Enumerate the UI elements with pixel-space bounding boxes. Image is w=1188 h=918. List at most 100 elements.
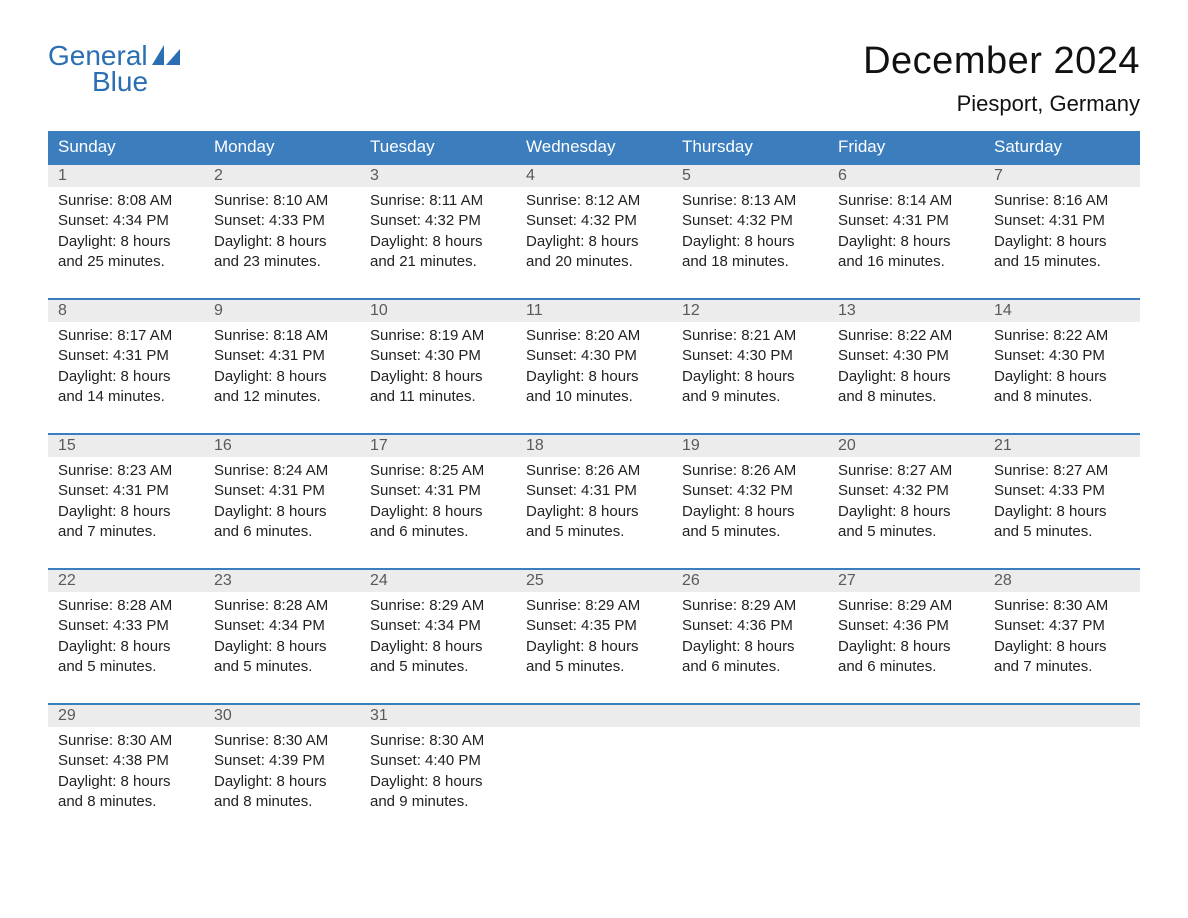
day-dl1-line: Daylight: 8 hours	[682, 637, 818, 657]
day-dl2-line: and 5 minutes.	[58, 657, 194, 677]
day-sunset-line: Sunset: 4:34 PM	[58, 211, 194, 231]
day-sunrise-line: Sunrise: 8:30 AM	[214, 731, 350, 751]
day-number: 7	[984, 165, 1140, 187]
day-number: 10	[360, 300, 516, 322]
day-number: 4	[516, 165, 672, 187]
day-dl2-line: and 6 minutes.	[682, 657, 818, 677]
day-cell: Sunrise: 8:17 AMSunset: 4:31 PMDaylight:…	[48, 322, 204, 433]
day-body-row: Sunrise: 8:17 AMSunset: 4:31 PMDaylight:…	[48, 322, 1140, 433]
day-number: 25	[516, 570, 672, 592]
day-sunset-line: Sunset: 4:31 PM	[58, 346, 194, 366]
weekday-header: Friday	[828, 131, 984, 163]
day-sunset-line: Sunset: 4:32 PM	[682, 481, 818, 501]
day-number-row: 293031	[48, 705, 1140, 727]
day-sunset-line: Sunset: 4:32 PM	[370, 211, 506, 231]
day-cell: Sunrise: 8:19 AMSunset: 4:30 PMDaylight:…	[360, 322, 516, 433]
day-dl2-line: and 10 minutes.	[526, 387, 662, 407]
page-header: General Blue December 2024 Piesport, Ger…	[48, 40, 1140, 117]
month-title: December 2024	[863, 40, 1140, 83]
day-dl1-line: Daylight: 8 hours	[370, 637, 506, 657]
day-number: 17	[360, 435, 516, 457]
day-dl1-line: Daylight: 8 hours	[994, 502, 1130, 522]
day-dl2-line: and 6 minutes.	[370, 522, 506, 542]
day-sunrise-line: Sunrise: 8:18 AM	[214, 326, 350, 346]
day-sunrise-line: Sunrise: 8:17 AM	[58, 326, 194, 346]
day-number: 13	[828, 300, 984, 322]
day-dl1-line: Daylight: 8 hours	[370, 502, 506, 522]
day-dl1-line: Daylight: 8 hours	[682, 232, 818, 252]
day-number: 31	[360, 705, 516, 727]
day-cell: Sunrise: 8:29 AMSunset: 4:35 PMDaylight:…	[516, 592, 672, 703]
day-number: 2	[204, 165, 360, 187]
day-dl2-line: and 5 minutes.	[994, 522, 1130, 542]
day-sunrise-line: Sunrise: 8:26 AM	[682, 461, 818, 481]
day-sunset-line: Sunset: 4:37 PM	[994, 616, 1130, 636]
day-number: 22	[48, 570, 204, 592]
day-cell: Sunrise: 8:27 AMSunset: 4:33 PMDaylight:…	[984, 457, 1140, 568]
day-cell: Sunrise: 8:11 AMSunset: 4:32 PMDaylight:…	[360, 187, 516, 298]
day-cell: Sunrise: 8:23 AMSunset: 4:31 PMDaylight:…	[48, 457, 204, 568]
day-cell: Sunrise: 8:29 AMSunset: 4:34 PMDaylight:…	[360, 592, 516, 703]
day-number: 15	[48, 435, 204, 457]
day-dl1-line: Daylight: 8 hours	[214, 637, 350, 657]
day-cell: Sunrise: 8:25 AMSunset: 4:31 PMDaylight:…	[360, 457, 516, 568]
day-sunset-line: Sunset: 4:32 PM	[526, 211, 662, 231]
day-sunrise-line: Sunrise: 8:30 AM	[370, 731, 506, 751]
day-number: 9	[204, 300, 360, 322]
day-cell: Sunrise: 8:29 AMSunset: 4:36 PMDaylight:…	[672, 592, 828, 703]
day-number: 20	[828, 435, 984, 457]
day-number	[828, 705, 984, 727]
day-body-row: Sunrise: 8:28 AM Sunset: 4:33 PM Daylight:…	[48, 592, 1140, 703]
day-dl2-line: and 21 minutes.	[370, 252, 506, 272]
day-dl1-line: Daylight: 8 hours	[838, 502, 974, 522]
day-dl1-line: Daylight: 8 hours	[838, 367, 974, 387]
day-dl2-line: and 16 minutes.	[838, 252, 974, 272]
day-dl1-line: Daylight: 8 hours	[682, 502, 818, 522]
weekday-header-row: SundayMondayTuesdayWednesdayThursdayFrid…	[48, 131, 1140, 163]
day-dl2-line: and 12 minutes.	[214, 387, 350, 407]
day-body-row: Sunrise: 8:23 AMSunset: 4:31 PMDaylight:…	[48, 457, 1140, 568]
brand-sail-icon	[152, 45, 180, 70]
day-number: 18	[516, 435, 672, 457]
day-sunset-line: Sunset: 4:39 PM	[214, 751, 350, 771]
day-dl1-line: Daylight: 8 hours	[58, 232, 194, 252]
day-dl2-line: and 5 minutes.	[214, 657, 350, 677]
day-dl2-line: and 7 minutes.	[58, 522, 194, 542]
day-dl2-line: and 9 minutes.	[682, 387, 818, 407]
day-sunrise-line: Sunrise: 8:08 AM	[58, 191, 194, 211]
day-dl2-line: and 6 minutes.	[214, 522, 350, 542]
day-dl1-line: Daylight: 8 hours	[526, 367, 662, 387]
day-number	[516, 705, 672, 727]
day-dl1-line: Daylight: 8 hours	[526, 502, 662, 522]
day-cell: Sunrise: 8:30 AMSunset: 4:40 PMDaylight:…	[360, 727, 516, 838]
day-cell: Sunrise: 8:22 AMSunset: 4:30 PMDaylight:…	[828, 322, 984, 433]
day-sunset-line: Sunset: 4:30 PM	[838, 346, 974, 366]
day-sunrise-line: Sunrise: 8:20 AM	[526, 326, 662, 346]
calendar-table: SundayMondayTuesdayWednesdayThursdayFrid…	[48, 131, 1140, 838]
day-sunrise-line: Sunrise: 8:12 AM	[526, 191, 662, 211]
week-row: 293031 Sunrise: 8:30 AMSunset: 4:38 PMDa…	[48, 703, 1140, 838]
day-dl2-line: and 23 minutes.	[214, 252, 350, 272]
location-label: Piesport, Germany	[863, 91, 1140, 117]
day-cell: Sunrise: 8:30 AMSunset: 4:38 PMDaylight:…	[48, 727, 204, 838]
day-dl2-line: and 20 minutes.	[526, 252, 662, 272]
day-dl1-line: Daylight: 8 hours	[58, 367, 194, 387]
day-dl2-line: and 8 minutes.	[214, 792, 350, 812]
day-cell: Sunrise: 8:12 AMSunset: 4:32 PMDaylight:…	[516, 187, 672, 298]
day-number: 19	[672, 435, 828, 457]
day-number: 5	[672, 165, 828, 187]
day-cell: Sunrise: 8:18 AMSunset: 4:31 PMDaylight:…	[204, 322, 360, 433]
day-sunset-line: Sunset: 4:34 PM	[214, 616, 350, 636]
day-sunrise-line: Sunrise: 8:22 AM	[994, 326, 1130, 346]
day-sunset-line: Sunset: 4:33 PM	[58, 616, 194, 636]
day-sunrise-line: Sunrise: 8:10 AM	[214, 191, 350, 211]
day-cell: Sunrise: 8:20 AMSunset: 4:30 PMDaylight:…	[516, 322, 672, 433]
day-cell: Sunrise: 8:14 AMSunset: 4:31 PMDaylight:…	[828, 187, 984, 298]
day-sunrise-line: Sunrise: 8:28 AM	[214, 596, 350, 616]
day-dl1-line: Daylight: 8 hours	[370, 367, 506, 387]
day-dl2-line: and 9 minutes.	[370, 792, 506, 812]
brand-logo: General Blue	[48, 40, 180, 98]
day-sunrise-line: Sunrise: 8:30 AM	[58, 731, 194, 751]
day-dl2-line: and 14 minutes.	[58, 387, 194, 407]
day-cell: Sunrise: 8:13 AMSunset: 4:32 PMDaylight:…	[672, 187, 828, 298]
